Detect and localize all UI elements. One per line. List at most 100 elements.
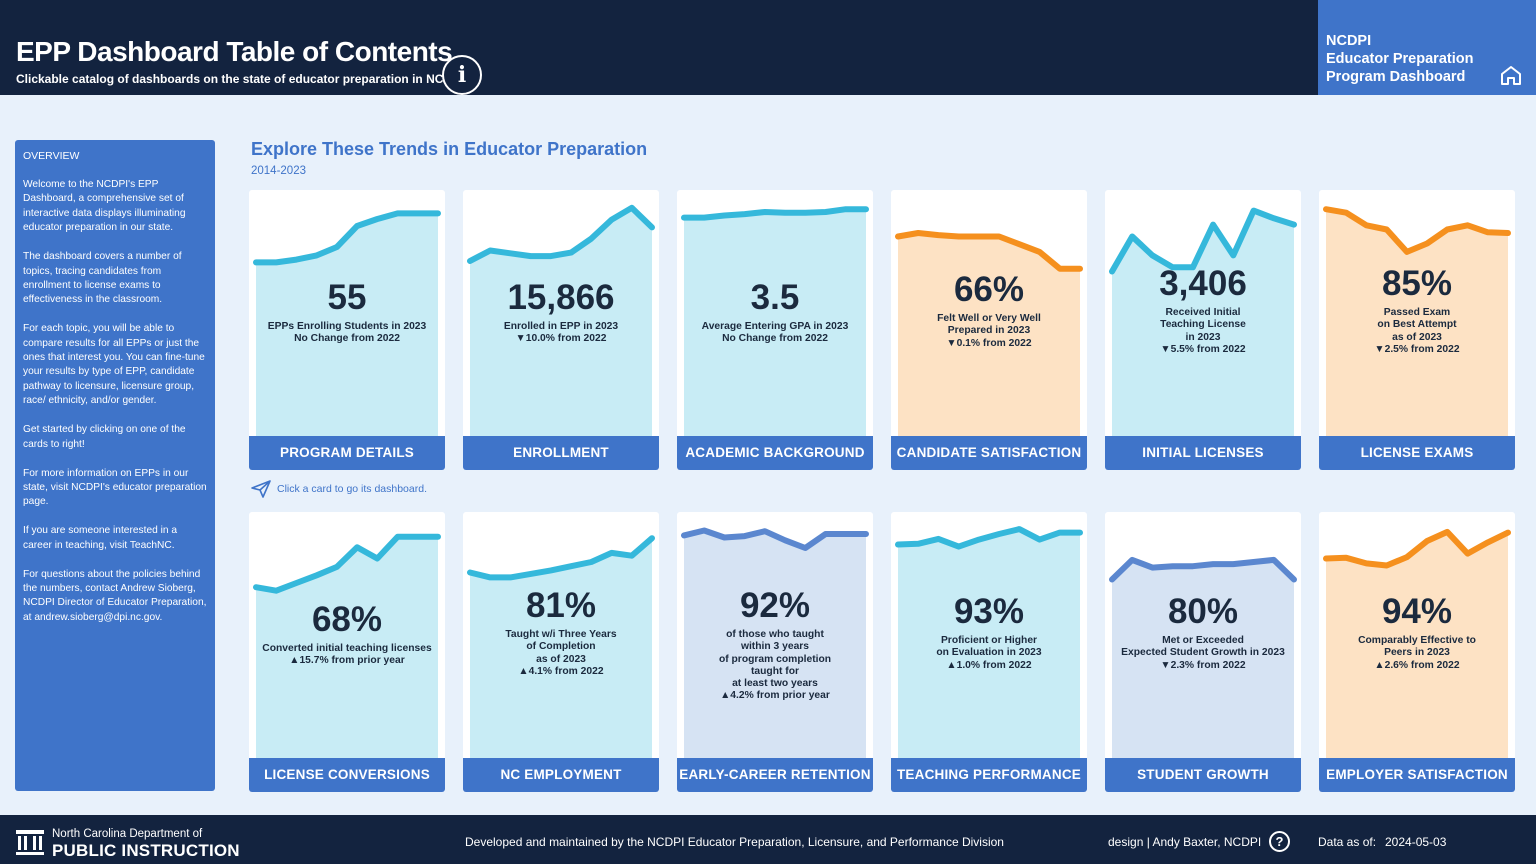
- card-description-line: Prepared in 2023: [947, 325, 1031, 337]
- card-description-line: ▼5.5% from 2022: [1160, 343, 1246, 355]
- overview-paragraph[interactable]: If you are someone interested in a caree…: [23, 525, 178, 551]
- card-description-line: Proficient or Higher: [940, 635, 1038, 646]
- overview-panel: OVERVIEW Welcome to the NCDPI's EPP Dash…: [15, 140, 215, 791]
- card-description-line: Peers in 2023: [1384, 647, 1450, 659]
- trend-area: [1326, 209, 1508, 436]
- card-button[interactable]: TEACHING PERFORMANCE: [891, 758, 1087, 792]
- brand-line-2: Educator Preparation: [1326, 51, 1474, 67]
- card-description-line: ▲4.1% from 2022: [518, 665, 604, 677]
- overview-paragraph: Get started by clicking on one of the ca…: [23, 424, 186, 450]
- capitol-logo-icon: [16, 830, 44, 855]
- trend-sparkline: [1109, 556, 1297, 758]
- header: EPP Dashboard Table of Contents Clickabl…: [0, 0, 1536, 95]
- card-description-line: of program completion: [718, 653, 832, 665]
- trend-sparkline: [1109, 207, 1297, 436]
- card-button[interactable]: LICENSE CONVERSIONS: [249, 758, 445, 792]
- trend-line: [681, 206, 869, 221]
- section-title: Explore These Trends in Educator Prepara…: [251, 139, 648, 159]
- card-button[interactable]: LICENSE EXAMS: [1319, 436, 1515, 470]
- card-teaching-performance[interactable]: 93% Proficient or Higher on Evaluation in …: [891, 512, 1087, 792]
- card-button[interactable]: ACADEMIC BACKGROUND: [677, 436, 873, 470]
- card-value: 81%: [525, 586, 597, 625]
- overview-paragraph: For each topic, you will be able to comp…: [23, 323, 205, 407]
- brand-box: NCDPI Educator Preparation Program Dashb…: [1318, 0, 1536, 95]
- card-program-details[interactable]: 55 EPPs Enrolling Students in 2023 No Chan…: [249, 190, 445, 470]
- overview-paragraph: For questions about the policies behind …: [23, 568, 207, 623]
- card-value: 66%: [953, 270, 1025, 309]
- card-value: 92%: [739, 586, 811, 625]
- help-icon[interactable]: ?: [1269, 831, 1290, 852]
- data-as-of-date: 2024-05-03: [1385, 835, 1447, 849]
- card-description-line: ▲4.2% from prior year: [720, 690, 830, 702]
- trend-line: [253, 533, 441, 594]
- card-button[interactable]: ENROLLMENT: [463, 436, 659, 470]
- trend-line: [681, 527, 869, 551]
- trend-line: [895, 230, 1083, 272]
- card-description-line: taught for: [750, 665, 800, 677]
- trend-line: [1323, 206, 1511, 255]
- card-description-line: ▼0.1% from 2022: [946, 337, 1032, 349]
- card-academic-background[interactable]: 3.5 Average Entering GPA in 2023 No Change…: [677, 190, 873, 470]
- trend-area: [470, 207, 652, 436]
- card-description: Received Initial Teaching License in 2023 ▼…: [1111, 307, 1295, 356]
- card-employer-satisfaction[interactable]: 94% Comparably Effective to Peers in 2023 ▲…: [1319, 512, 1515, 792]
- trend-line: [895, 526, 1083, 550]
- card-button[interactable]: STUDENT GROWTH: [1105, 758, 1301, 792]
- info-icon[interactable]: i: [442, 55, 482, 95]
- card-candidate-satisfaction[interactable]: 66% Felt Well or Very Well Prepared in 202…: [891, 190, 1087, 470]
- trend-area: [684, 209, 866, 436]
- card-value: 80%: [1167, 592, 1239, 631]
- card-description-line: at least two years: [732, 678, 818, 690]
- card-description: of those who taught within 3 years of prog…: [683, 629, 867, 703]
- overview-paragraph: Welcome to the NCDPI's EPP Dashboard, a …: [23, 179, 186, 234]
- card-button[interactable]: INITIAL LICENSES: [1105, 436, 1301, 470]
- trend-sparkline: [681, 206, 869, 436]
- card-value: 85%: [1381, 264, 1453, 303]
- card-description-line: as of 2023: [536, 653, 586, 665]
- card-nc-employment[interactable]: 81% Taught w/i Three Years of Completion as…: [463, 512, 659, 792]
- footer: North Carolina Department of PUBLIC INST…: [0, 815, 1536, 864]
- card-description-line: on Evaluation in 2023: [936, 647, 1042, 659]
- card-button[interactable]: PROGRAM DETAILS: [249, 436, 445, 470]
- card-license-exams[interactable]: 85% Passed Exam on Best Attempt as of 2023 ▼…: [1319, 190, 1515, 470]
- card-description: Enrolled in EPP in 2023 ▼10.0% from 2022: [469, 321, 653, 346]
- click-hint: Click a card to go its dashboard.: [251, 480, 427, 501]
- card-student-growth[interactable]: 80% Met or Exceeded Expected Student Growt…: [1105, 512, 1301, 792]
- trend-area: [256, 213, 438, 436]
- card-value: 55: [327, 278, 367, 317]
- trend-sparkline: [467, 535, 655, 758]
- card-description-line: Felt Well or Very Well: [937, 313, 1041, 324]
- trend-area: [684, 530, 866, 758]
- card-description-line: in 2023: [1185, 331, 1221, 343]
- card-description-line: within 3 years: [740, 641, 810, 653]
- card-button[interactable]: NC EMPLOYMENT: [463, 758, 659, 792]
- brand-line-1: NCDPI: [1326, 33, 1372, 49]
- card-description-line: on Best Attempt: [1377, 319, 1457, 331]
- card-description-line: ▼2.5% from 2022: [1374, 343, 1460, 355]
- card-description-line: No Change from 2022: [722, 333, 828, 345]
- card-button[interactable]: EMPLOYER SATISFACTION: [1319, 758, 1515, 792]
- card-button[interactable]: CANDIDATE SATISFACTION: [891, 436, 1087, 470]
- paper-plane-icon: [251, 480, 271, 498]
- footer-org-line-1: North Carolina Department of: [52, 828, 203, 840]
- card-description-line: ▲2.6% from 2022: [1374, 659, 1460, 671]
- card-button[interactable]: EARLY-CAREER RETENTION: [677, 758, 873, 792]
- home-icon[interactable]: [1500, 65, 1522, 85]
- overview-heading: OVERVIEW: [23, 150, 80, 162]
- overview-paragraph[interactable]: For more information on EPPs in our stat…: [23, 467, 207, 508]
- card-value: 15,866: [507, 278, 615, 317]
- card-early-career-retention[interactable]: 92% of those who taught within 3 years of p…: [677, 512, 873, 792]
- card-description: Comparably Effective to Peers in 2023 ▲2.6…: [1325, 635, 1509, 672]
- card-initial-licenses[interactable]: 3,406 Received Initial Teaching License in …: [1105, 190, 1301, 470]
- card-description-line: Enrolled in EPP in 2023: [503, 321, 619, 332]
- card-enrollment[interactable]: 15,866 Enrolled in EPP in 2023 ▼10.0% from…: [463, 190, 659, 470]
- card-description-line: ▼2.3% from 2022: [1160, 659, 1246, 671]
- card-value: 68%: [311, 600, 383, 639]
- card-description: Taught w/i Three Years of Completion as of…: [469, 629, 653, 678]
- click-hint-text: Click a card to go its dashboard.: [277, 483, 427, 495]
- card-license-conversions[interactable]: 68% Converted initial teaching licenses ▲1…: [249, 512, 445, 792]
- trend-sparkline: [253, 533, 441, 758]
- card-value: 94%: [1381, 592, 1453, 631]
- trend-line: [1109, 556, 1297, 583]
- trend-area: [1326, 531, 1508, 758]
